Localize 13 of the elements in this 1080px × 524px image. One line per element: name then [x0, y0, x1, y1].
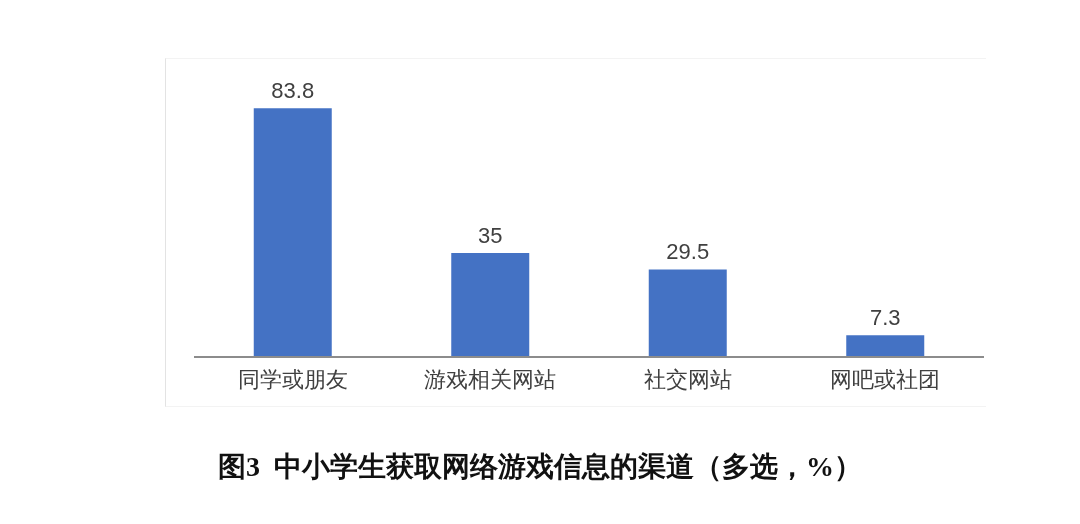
text: 图3 中小学生获取网络游戏信息的渠道（多选，%）	[217, 450, 863, 484]
data-label: 29.5	[666, 239, 710, 265]
data-label: 7.3	[869, 305, 901, 331]
bar	[648, 269, 727, 357]
x-tick-label: 同学或朋友	[237, 366, 348, 392]
x-tick-label: 社交网站	[643, 366, 732, 392]
x-tick-label: 游戏相关网站	[424, 366, 557, 392]
data-label: 83.8	[271, 78, 315, 104]
bar	[451, 253, 530, 357]
data-label: 35	[478, 223, 503, 249]
bar	[846, 335, 925, 357]
bar	[253, 108, 332, 357]
x-tick-label: 网吧或社团	[830, 366, 941, 392]
